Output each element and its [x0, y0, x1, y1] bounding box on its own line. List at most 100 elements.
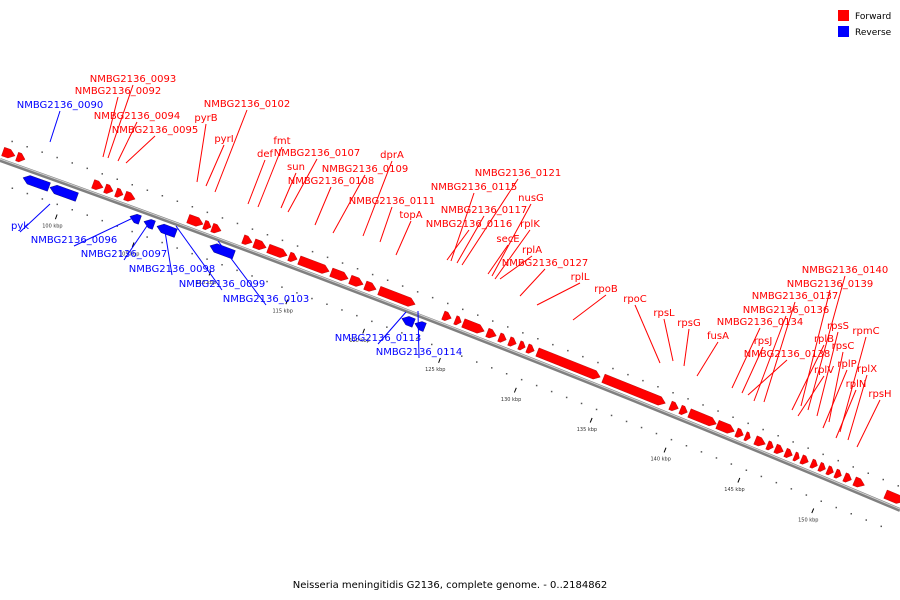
major-tick [438, 357, 441, 363]
track-dot-outer [326, 256, 329, 259]
major-tick [589, 417, 593, 423]
leader-line [572, 294, 607, 321]
leader-line [731, 327, 761, 389]
tick-label: 145 kbp [724, 487, 744, 493]
gene-label: rpsL [653, 308, 675, 319]
track-dot-outer [161, 195, 164, 197]
track-dot-inner [236, 269, 238, 272]
map-caption: Neisseria meningitidis G2136, complete g… [293, 580, 608, 591]
major-tick [811, 508, 815, 514]
gene-label: NMBG2136_0114 [376, 347, 462, 358]
gene-label: NMBG2136_0099 [179, 279, 265, 290]
gene-forward-16 [363, 280, 377, 292]
leader-line [377, 311, 407, 345]
track-dot-inner [835, 506, 837, 509]
gene-label: def [257, 149, 274, 160]
track-dot-outer [897, 485, 899, 487]
track-dot-outer [627, 373, 629, 376]
gene-label: rpsJ [754, 336, 773, 347]
track-dot-outer [41, 151, 43, 153]
gene-forward-28 [668, 400, 679, 412]
gene-forward-38 [792, 451, 800, 462]
gene-forward-33 [743, 431, 751, 442]
track-dot-inner [760, 475, 763, 478]
leader-line [417, 310, 420, 359]
gene-forward-40 [809, 458, 818, 469]
gene-forward-0 [1, 147, 16, 159]
leader-line [696, 341, 719, 377]
major-tick [131, 242, 135, 248]
track-dot-inner [655, 432, 658, 435]
leader-line [257, 146, 283, 208]
gene-label: NMBG2136_0090 [17, 100, 103, 111]
track-dot-outer [86, 167, 88, 170]
gene-forward-46 [883, 489, 900, 504]
gene-label: NMBG2136_0139 [787, 279, 873, 290]
track-dot-inner [491, 367, 493, 369]
gene-forward-13 [297, 255, 330, 274]
leader-line [663, 318, 674, 362]
track-dot-inner [505, 373, 508, 375]
leader-line [816, 331, 839, 417]
genome-backbone [0, 158, 900, 512]
gene-label: rplL [571, 272, 590, 283]
track-dot-outer [687, 398, 689, 400]
leader-line [487, 244, 509, 275]
leader-line [217, 240, 267, 306]
leader-line [491, 203, 532, 277]
track-dot-inner [865, 519, 867, 521]
gene-label: rplV [814, 365, 834, 376]
leader-line [456, 215, 485, 264]
gene-label: NMBG2136_0092 [75, 86, 161, 97]
leader-line [332, 174, 366, 234]
gene-forward-3 [103, 183, 114, 194]
gene-forward-42 [825, 465, 834, 476]
track-dot-inner [116, 225, 118, 227]
track-dot-outer [537, 338, 539, 340]
leader-line [247, 159, 266, 205]
track-dot-inner [251, 275, 253, 277]
major-tick [54, 214, 58, 220]
track-dot-outer [266, 234, 269, 236]
track-dot-outer [221, 217, 224, 219]
gene-forward-17 [377, 286, 416, 307]
gene-reverse-2 [129, 213, 142, 225]
track-dot-inner [191, 252, 193, 255]
leader-line [807, 275, 846, 411]
gene-forward-15 [348, 274, 364, 287]
leader-line [800, 289, 831, 407]
track-dot-outer [882, 478, 884, 481]
track-dot-inner [805, 494, 808, 496]
gene-label: NMBG2136_0115 [431, 182, 517, 193]
gene-forward-31 [715, 420, 735, 434]
track-dot-outer [642, 379, 644, 382]
leader-line [835, 389, 857, 439]
gene-label: rplN [846, 379, 867, 390]
track-dot-outer [386, 279, 389, 281]
gene-forward-37 [783, 447, 793, 458]
track-dot-inner [476, 361, 478, 363]
track-dot-outer [371, 273, 374, 276]
gene-forward-30 [687, 408, 717, 427]
track-dot-outer [492, 320, 494, 322]
gene-label: NMBG2136_0108 [288, 176, 374, 187]
track-dot-inner [131, 230, 133, 233]
leader-line [847, 374, 868, 441]
track-dot-outer [477, 314, 479, 316]
leader-line [791, 344, 825, 411]
track-dot-inner [565, 396, 568, 399]
legend-reverse-swatch [838, 26, 849, 37]
tick-label: 125 kbp [425, 367, 445, 373]
gene-label: rplP [837, 359, 856, 370]
leader-line [125, 135, 156, 164]
track-dot-inner [221, 264, 223, 266]
leader-line [839, 336, 867, 433]
leader-line [205, 144, 225, 187]
track-dot-inner [775, 481, 778, 484]
track-dot-outer [732, 416, 734, 418]
gene-label: sun [287, 162, 305, 173]
gene-forward-20 [461, 318, 485, 334]
track-dot-outer [462, 308, 464, 311]
leader-line [461, 178, 519, 266]
track-dot-inner [850, 513, 852, 515]
